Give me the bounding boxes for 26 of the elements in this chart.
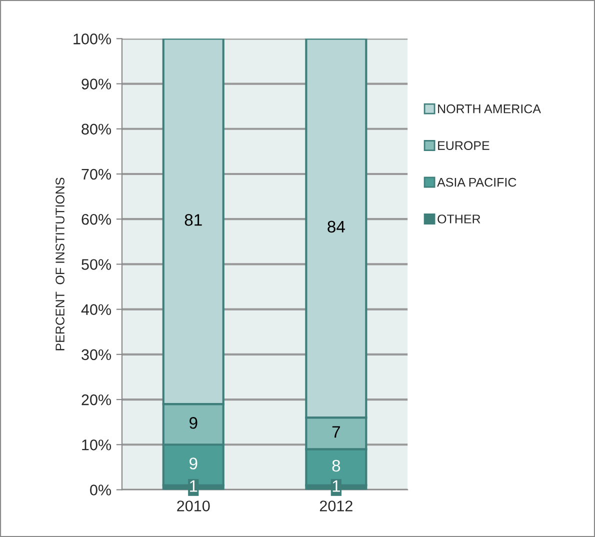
data-label: 9	[190, 417, 198, 429]
data-label: 7	[332, 426, 340, 438]
x-tick-label: 2010	[177, 500, 210, 512]
y-tick-label: 90%	[82, 78, 112, 90]
data-label: 84	[328, 220, 345, 233]
y-tick-label: 70%	[82, 168, 112, 180]
y-tick-label: 80%	[82, 124, 112, 135]
x-tick-label: 2012	[320, 500, 352, 512]
y-tick-label: 40%	[81, 304, 112, 315]
legend-label: NORTH AMERICA	[438, 104, 541, 114]
y-tick-label: 10%	[82, 440, 112, 450]
data-label: 1	[190, 480, 198, 492]
y-tick-label: 20%	[82, 394, 112, 406]
y-tick-label: 30%	[82, 349, 112, 360]
y-tick-label: 60%	[82, 214, 112, 225]
y-tick-label: 0%	[90, 484, 112, 496]
y-axis-title: PERCENT OF INSTITUTIONS	[56, 178, 64, 350]
data-label: 81	[184, 214, 202, 226]
legend-label: OTHER	[438, 214, 480, 224]
legend-label: EUROPE	[438, 141, 490, 150]
data-label: 9	[190, 458, 198, 470]
data-label: 8	[332, 460, 340, 472]
y-tick-label: 50%	[82, 259, 112, 270]
y-tick-label: 100%	[74, 34, 112, 44]
data-label: 1	[332, 480, 340, 492]
legend-label: ASIA PACIFIC	[437, 178, 516, 187]
